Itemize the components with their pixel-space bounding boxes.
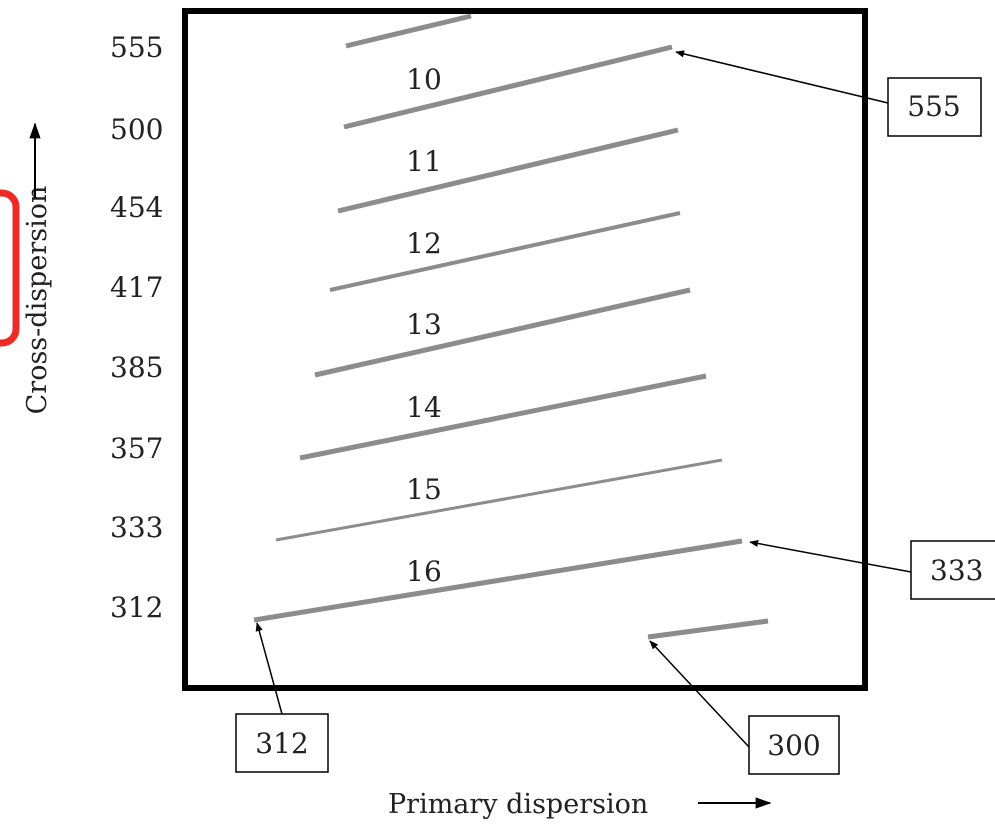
order-trace [647,618,769,640]
callout-arrow [675,50,889,104]
y-tick-label: 417 [110,271,163,304]
selection-highlight [0,189,20,347]
order-traces [253,13,769,640]
y-tick-label: 333 [110,511,163,544]
y-tick-label: 385 [110,351,163,384]
order-label: 12 [406,227,442,260]
order-trace [275,458,723,542]
y-axis-label: Cross-dispersion [22,186,53,415]
callout-label: 555 [907,90,960,123]
y-axis-title: Cross-dispersion [22,186,53,415]
callout-arrow [255,622,283,715]
order-trace [299,373,707,461]
order-label: 11 [406,145,442,178]
y-tick-label: 555 [110,31,163,64]
callout-300: 300 [649,640,840,775]
order-label: 13 [406,308,442,341]
order-trace [343,44,673,130]
y-tick-label: 312 [110,591,163,624]
callout-arrow [649,640,750,748]
callout-312: 312 [235,622,329,773]
order-trace [345,13,472,49]
callout-333: 333 [749,539,995,600]
callout-label: 333 [930,554,983,587]
callout-555: 555 [675,50,982,137]
detector-frame [182,8,868,691]
order-trace [337,127,679,214]
y-tick-label: 357 [110,432,163,465]
y-tick-label: 500 [110,113,163,146]
callout-label: 312 [255,727,308,760]
order-label: 14 [406,391,442,424]
order-label: 10 [406,63,442,96]
callout-label: 300 [767,729,820,762]
order-label: 16 [406,555,442,588]
callout-arrow [749,539,912,573]
x-axis-label: Primary dispersion [388,789,648,820]
y-tick-label: 454 [110,191,163,224]
order-trace [329,211,681,292]
order-trace [253,538,743,623]
order-trace [314,287,691,378]
order-label: 15 [406,473,442,506]
